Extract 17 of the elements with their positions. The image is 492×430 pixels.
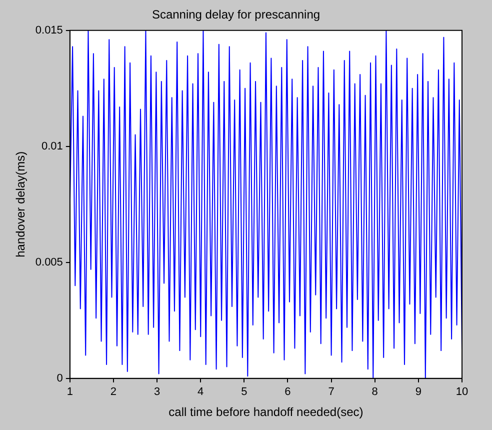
chart-title: Scanning delay for prescanning bbox=[152, 8, 320, 22]
x-tick-label: 4 bbox=[198, 386, 204, 398]
x-tick-label: 10 bbox=[456, 386, 468, 398]
y-tick-label: 0.01 bbox=[42, 140, 63, 152]
x-tick-label: 2 bbox=[110, 386, 117, 398]
x-tick-label: 6 bbox=[284, 386, 291, 398]
x-tick-label: 3 bbox=[154, 386, 160, 398]
x-tick-label: 1 bbox=[66, 386, 73, 398]
x-tick-label: 9 bbox=[415, 386, 422, 398]
y-axis-title: handover delay(ms) bbox=[14, 151, 28, 258]
x-tick-label: 5 bbox=[241, 386, 248, 398]
x-axis-title: call time before handoff needed(sec) bbox=[168, 405, 364, 420]
x-tick-label: 8 bbox=[372, 386, 378, 398]
y-tick-label: 0 bbox=[56, 372, 63, 384]
y-tick-label: 0.005 bbox=[35, 256, 63, 268]
y-tick-label: 0.015 bbox=[35, 24, 63, 36]
x-tick-label: 7 bbox=[328, 386, 334, 398]
